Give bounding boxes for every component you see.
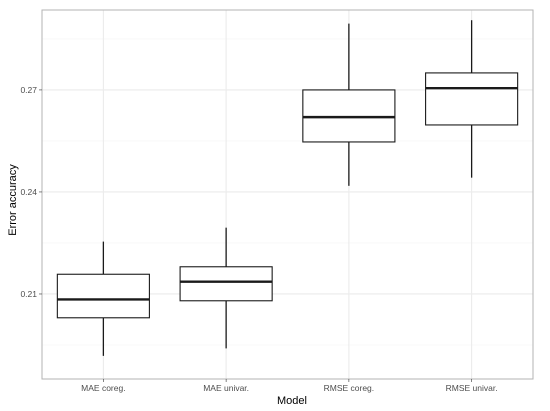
x-axis-title: Model: [277, 395, 307, 407]
box-rmse-univar: [425, 20, 519, 178]
y-tick-label: 0.21: [20, 289, 37, 299]
x-tick-label: RMSE univar.: [446, 383, 498, 393]
major-grid: [42, 10, 533, 379]
panel-border: [41, 9, 534, 380]
x-tick-label: RMSE coreg.: [324, 383, 375, 393]
box-mae-coreg: [56, 241, 150, 356]
iqr-box: [56, 273, 150, 319]
iqr-box: [425, 72, 519, 126]
x-tick-label: MAE univar.: [203, 383, 249, 393]
y-tick-label: 0.24: [20, 187, 37, 197]
x-axis-ticks: MAE coreg. MAE univar. RMSE coreg. RMSE uni…: [81, 379, 498, 393]
y-axis-title: Error accuracy: [7, 164, 19, 236]
minor-grid: [42, 38, 533, 346]
y-tick-label: 0.27: [20, 85, 37, 95]
iqr-box: [179, 266, 273, 302]
boxes-layer: [56, 20, 519, 356]
box-mae-univar: [179, 227, 273, 349]
box-rmse-coreg: [302, 23, 396, 186]
x-tick-label: MAE coreg.: [81, 383, 125, 393]
y-axis-ticks: 0.21 0.24 0.27: [20, 85, 42, 299]
